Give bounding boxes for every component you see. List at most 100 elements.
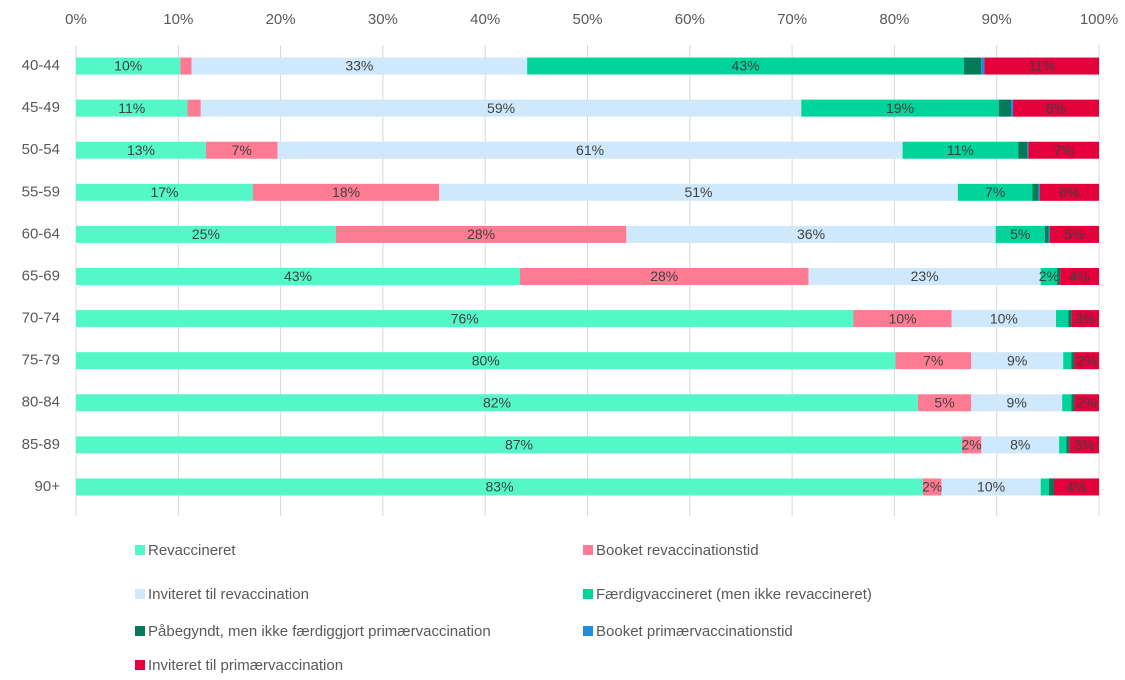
bar-segment — [187, 99, 201, 117]
bar-segment — [1053, 478, 1099, 496]
data-label: 19% — [886, 100, 914, 116]
bar-segment — [971, 394, 1063, 412]
data-label: 8% — [1010, 437, 1030, 453]
bar-segment — [626, 225, 996, 243]
y-tick-label: 40-44 — [22, 57, 60, 74]
legend-label: Færdigvaccineret (men ikke revaccineret) — [596, 586, 872, 603]
bar-segment — [917, 394, 972, 412]
bar-segment — [76, 183, 253, 201]
y-tick-label: 55-59 — [22, 183, 60, 200]
bar-segment — [205, 141, 278, 159]
bar-segment — [76, 225, 336, 243]
bar-segment — [998, 99, 1012, 117]
bar-segment — [335, 225, 627, 243]
legend-swatch — [135, 589, 145, 599]
data-label: 5% — [934, 394, 954, 410]
legend-label: Påbegyndt, men ikke færdiggjort primærva… — [148, 623, 491, 640]
bar-segment — [981, 436, 1060, 454]
data-label: 4% — [1066, 479, 1086, 495]
x-tick-label: 10% — [163, 11, 193, 28]
y-tick-label: 90+ — [35, 478, 61, 495]
data-label: 13% — [127, 142, 155, 158]
data-label: 2% — [1077, 352, 1097, 368]
data-label: 4% — [1069, 268, 1089, 284]
bar-segment — [951, 310, 1057, 328]
data-label: 9% — [1007, 394, 1027, 410]
bar-segment — [1011, 99, 1014, 117]
bar-segment — [76, 268, 520, 285]
bar-segment — [1071, 394, 1075, 412]
data-label: 25% — [192, 226, 220, 242]
bar-segment — [895, 352, 972, 370]
bar-segment — [1066, 436, 1070, 454]
bar-segment — [923, 478, 942, 496]
legend-swatch — [583, 626, 593, 636]
bar-segment — [971, 352, 1064, 370]
bar-segment — [808, 268, 1041, 285]
x-tick-label: 70% — [777, 11, 807, 28]
data-label: 5% — [1010, 226, 1030, 242]
y-tick-label: 85-89 — [22, 436, 60, 453]
data-label: 33% — [345, 58, 373, 74]
bar-segment — [1049, 225, 1099, 243]
data-label: 7% — [985, 184, 1005, 200]
bar-segment — [1062, 394, 1072, 412]
legend-label: Booket primærvaccinationstid — [596, 623, 793, 640]
data-label: 7% — [1054, 142, 1074, 158]
legend-label: Booket revaccinationstid — [596, 542, 759, 559]
bar-segment — [1057, 268, 1061, 285]
data-label: 2% — [962, 437, 982, 453]
bar-segment — [76, 352, 896, 370]
bar-segment — [963, 57, 982, 75]
data-label: 3% — [1075, 310, 1095, 326]
x-tick-label: 50% — [572, 11, 602, 28]
legend-label: Revaccineret — [148, 542, 236, 559]
y-tick-label: 70-74 — [22, 310, 60, 327]
bar-segment — [1056, 310, 1069, 328]
bar-segment — [1040, 478, 1049, 496]
x-tick-label: 0% — [65, 11, 87, 28]
y-tick-label: 60-64 — [22, 225, 60, 242]
data-label: 10% — [977, 479, 1005, 495]
y-tick-label: 65-69 — [22, 267, 60, 284]
data-label: 2% — [922, 479, 942, 495]
x-tick-label: 100% — [1080, 11, 1118, 28]
bar-segment — [1068, 310, 1072, 328]
data-label: 7% — [232, 142, 252, 158]
data-label: 51% — [684, 184, 712, 200]
bar-segment — [853, 310, 952, 328]
bar-segment — [76, 394, 918, 412]
y-tick-label: 75-79 — [22, 352, 60, 369]
legend-swatch — [135, 626, 145, 636]
bar-segment — [76, 57, 181, 75]
bar-segment — [1032, 183, 1039, 201]
bar-segment — [1059, 436, 1067, 454]
bar-segment — [801, 99, 999, 117]
data-label: 2% — [1039, 268, 1059, 284]
bar-segment — [1044, 225, 1049, 243]
data-label: 10% — [114, 58, 142, 74]
data-label: 83% — [486, 479, 514, 495]
bar-segment — [1013, 99, 1099, 117]
x-tick-label: 30% — [368, 11, 398, 28]
data-label: 59% — [487, 100, 515, 116]
bar-segment — [1069, 436, 1099, 454]
legend-swatch — [583, 545, 593, 555]
bar-segment — [1074, 394, 1099, 412]
data-label: 7% — [923, 352, 943, 368]
x-tick-label: 60% — [675, 11, 705, 28]
bar-segment — [957, 183, 1033, 201]
bar-segment — [961, 436, 982, 454]
data-label: 11% — [947, 142, 974, 158]
data-label: 76% — [451, 310, 479, 326]
y-tick-label: 50-54 — [22, 141, 60, 158]
bar-segment — [1048, 225, 1050, 243]
bar-segment — [277, 141, 903, 159]
bar-segment — [902, 141, 1019, 159]
bar-segment — [1060, 268, 1099, 285]
data-label: 28% — [467, 226, 495, 242]
bar-segment — [984, 57, 1099, 75]
bar-segment — [941, 478, 1041, 496]
data-label: 6% — [1059, 184, 1079, 200]
